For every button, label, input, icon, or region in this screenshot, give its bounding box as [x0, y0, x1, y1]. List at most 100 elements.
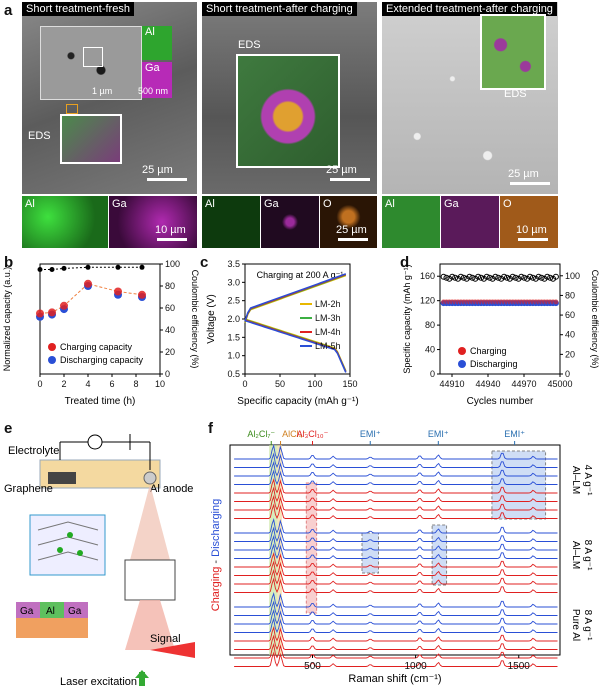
- x-tick-label: 6: [109, 379, 114, 389]
- legend-marker-charging: [48, 343, 56, 351]
- spectrum-line: [234, 486, 558, 503]
- x-tick-label: 50: [275, 379, 285, 389]
- scale-bar: [330, 178, 370, 181]
- y-tick-label: 3.0: [227, 277, 240, 287]
- eds-label: EDS: [238, 39, 261, 51]
- ylabel-sep: -: [210, 557, 222, 567]
- y-axis-label: Specific capacity (mAh g⁻¹): [402, 264, 412, 373]
- ga-region-2: [64, 602, 88, 618]
- diagram-e: Electrolyte Graphene Al anode Ga Al Ga S…: [4, 434, 195, 688]
- sem-image-fresh: Short treatment-fresh Al Ga 1 µm 500 nm …: [22, 2, 197, 194]
- x-tick-label: 8: [133, 379, 138, 389]
- scale-bar: [510, 182, 550, 185]
- discharge-curve-LM-5h: [244, 319, 347, 373]
- species-label: EMI⁺: [428, 429, 449, 439]
- species-label: Al₂Cl₇⁻: [247, 429, 275, 439]
- charging-point: [84, 279, 92, 288]
- ce-point: [495, 274, 502, 281]
- y-tick-label: 0: [430, 369, 435, 379]
- x-tick-label: 1000: [405, 661, 428, 672]
- y-tick-label: 3.5: [227, 259, 240, 269]
- al-region: [40, 602, 64, 618]
- ce-point: [492, 273, 499, 280]
- group1-rate: 4 A g⁻¹: [582, 465, 593, 497]
- panel-d-label: d: [400, 254, 410, 271]
- spectrum-line: [234, 461, 558, 477]
- zoom-inset: [29, 514, 106, 576]
- legend-charging: Charging: [470, 346, 507, 356]
- legend-discharging: Discharging: [470, 359, 518, 369]
- x-tick-label: 10: [155, 379, 165, 389]
- svg-text:Charging - Discharging: Charging - Discharging: [210, 499, 222, 612]
- scale-label: 25 µm: [336, 224, 367, 236]
- scale-label: 10 µm: [516, 224, 547, 236]
- plot-frame: [439, 263, 561, 375]
- ce-point: [512, 274, 519, 281]
- inset-ga-map: Ga: [142, 62, 172, 98]
- chart-b: Normalized capacity (a.u.) Coulombic eff…: [2, 259, 200, 407]
- band-al2cl7: [269, 445, 278, 655]
- legend-charging: Charging capacity: [60, 342, 133, 352]
- ce-point: [452, 274, 459, 281]
- band-al3cl10: [305, 482, 318, 614]
- sem-image-short-charged: Short treatment-after charging EDS 25 µm: [202, 2, 377, 194]
- inset-al-map: Al: [142, 26, 172, 60]
- spectrum-line: [234, 535, 558, 551]
- legend-discharging: Discharging capacity: [60, 355, 144, 365]
- x-tick-label: 100: [307, 379, 322, 389]
- ce-point: [527, 273, 533, 280]
- y2-tick-label: 60: [165, 303, 175, 313]
- x-tick-label: 44910: [439, 379, 464, 389]
- sem-inset: [40, 26, 142, 100]
- spectrum-line: [234, 577, 558, 594]
- ce-point: [538, 274, 545, 281]
- ce-point: [457, 273, 464, 280]
- map-al-3: Al: [382, 196, 440, 248]
- ylabel-discharging: Discharging: [210, 499, 222, 557]
- y-tick-label: 2.5: [227, 296, 240, 306]
- y2-tick-label: 100: [165, 259, 180, 269]
- spectrum-line: [234, 617, 558, 634]
- y-axis-label: Normalized capacity (a.u.): [2, 267, 12, 372]
- x-tick-label: 44940: [475, 379, 500, 389]
- map-al-1: Al: [22, 196, 108, 248]
- x-tick-label: 1500: [508, 661, 531, 672]
- ga-label-1: Ga: [20, 606, 34, 617]
- spectrum-line: [234, 634, 558, 651]
- y-axis-label: Voltage (V): [206, 294, 217, 343]
- annotation: Charging at 200 A g⁻¹: [257, 270, 344, 280]
- ce-point: [139, 264, 145, 270]
- ce-point: [478, 274, 485, 281]
- ce-point: [469, 274, 476, 281]
- spectrum-line: [234, 503, 558, 520]
- legend-marker-discharging: [48, 356, 56, 364]
- y2-tick-label: 80: [165, 281, 175, 291]
- charging-point: [138, 290, 146, 299]
- map-ga-1: Ga 10 µm: [109, 196, 197, 248]
- eds-zoom-box: [66, 104, 78, 114]
- map-o-2: O 25 µm: [320, 196, 377, 248]
- charging-point: [114, 287, 122, 296]
- spectrum-line: [234, 526, 558, 543]
- y2-tick-label: 40: [565, 330, 575, 340]
- signal-label: Signal: [150, 633, 181, 645]
- y2-tick-label: 80: [565, 290, 575, 300]
- y2-tick-label: 40: [165, 325, 175, 335]
- y2-axis-label: Coulombic efficiency (%): [590, 270, 600, 369]
- ga-label-2: Ga: [68, 606, 82, 617]
- spectrum-line: [234, 592, 558, 608]
- y-tick-label: 120: [420, 296, 435, 306]
- spectrum-line: [234, 600, 558, 617]
- band-emi-1: [361, 532, 379, 574]
- y2-tick-label: 0: [565, 369, 570, 379]
- graphene-label: Graphene: [4, 483, 53, 495]
- group1-label: Al–LM: [570, 466, 581, 494]
- y-tick-label: 0.5: [227, 369, 240, 379]
- x-tick-label: 4: [85, 379, 90, 389]
- panel-c-label: c: [200, 254, 209, 271]
- laser-label: Laser excitation: [60, 676, 137, 688]
- interface-layer: [16, 618, 88, 638]
- scale-bar: [147, 178, 187, 181]
- sem-title: Short treatment-fresh: [22, 2, 134, 16]
- x-tick-label: 45000: [547, 379, 572, 389]
